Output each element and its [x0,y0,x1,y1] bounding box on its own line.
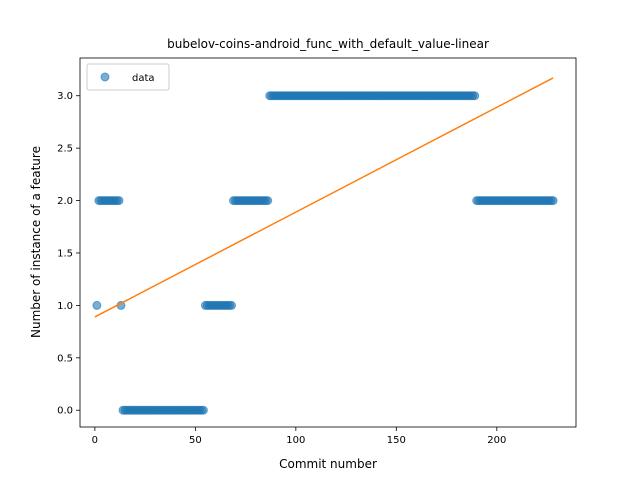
x-tick-label: 200 [487,435,506,446]
x-tick-label: 150 [387,435,406,446]
data-point [548,196,558,206]
legend-marker-data [100,72,110,82]
legend: data [86,63,170,91]
y-tick-label: 1.0 [57,301,73,312]
data-point [114,196,124,206]
y-tick-label: 2.5 [57,144,73,155]
plot-area [79,57,577,428]
data-point [263,196,273,206]
legend-label-data: data [132,73,155,84]
chart-title: bubelov-coins-android_func_with_default_… [167,37,489,51]
data-point [227,300,237,310]
plot-frame [79,57,577,428]
data-point [92,300,102,310]
legend-box [86,63,170,91]
x-axis: 0 50 100 150 200 [92,427,506,446]
y-tick-label: 3.0 [57,91,73,102]
data-point [198,405,208,415]
data-point [470,91,480,101]
y-tick-label: 2.0 [57,196,73,207]
x-tick-label: 0 [92,435,98,446]
fit-line [94,77,554,318]
y-tick-label: 0.0 [57,406,73,417]
y-tick-label: 1.5 [57,248,73,259]
y-tick-label: 0.5 [57,353,73,364]
x-tick-label: 100 [286,435,305,446]
x-tick-label: 50 [189,435,202,446]
x-axis-label: Commit number [279,457,377,471]
y-axis-label: Number of instance of a feature [29,146,43,338]
y-axis: 0.0 0.5 1.0 1.5 2.0 2.5 3.0 [57,91,80,417]
